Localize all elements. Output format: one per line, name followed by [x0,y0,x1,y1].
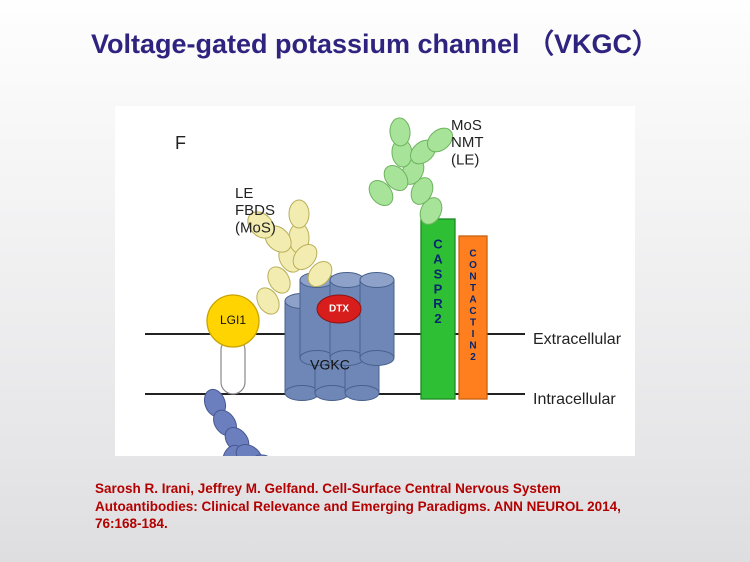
svg-text:Intracellular: Intracellular [533,391,616,408]
svg-text:F: F [175,133,186,153]
svg-text:2: 2 [470,352,476,363]
svg-text:O: O [469,260,477,271]
citation-text: Sarosh R. Irani, Jeffrey M. Gelfand. Cel… [95,480,655,533]
svg-text:(LE): (LE) [451,151,479,168]
svg-text:C: C [469,306,476,317]
svg-text:LGI1: LGI1 [220,313,246,327]
svg-text:N: N [469,341,476,352]
svg-text:I: I [472,329,475,340]
svg-text:(MoS): (MoS) [235,219,276,236]
svg-text:LE: LE [235,185,253,202]
svg-text:T: T [470,283,476,294]
slide-title: Voltage-gated potassium channel （VKGC） [0,22,750,61]
svg-text:S: S [434,266,443,281]
svg-text:R: R [433,296,443,311]
svg-text:P: P [434,281,443,296]
svg-text:DTX: DTX [329,304,349,315]
svg-text:MoS: MoS [451,117,482,134]
svg-text:VGKC: VGKC [310,357,350,373]
svg-text:A: A [469,295,476,306]
svg-text:N: N [469,272,476,283]
svg-text:T: T [470,318,476,329]
diagram-svg: FExtracellularIntracellularVGKCDTXLGI1CA… [115,106,635,456]
svg-text:2: 2 [434,311,441,326]
slide: Voltage-gated potassium channel （VKGC） F… [0,0,750,562]
diagram-figure: FExtracellularIntracellularVGKCDTXLGI1CA… [115,106,635,456]
svg-text:FBDS: FBDS [235,202,275,219]
svg-text:C: C [469,249,476,260]
svg-text:A: A [433,251,443,266]
svg-text:C: C [433,236,443,251]
svg-text:NMT: NMT [451,134,484,151]
svg-text:Extracellular: Extracellular [533,331,622,348]
